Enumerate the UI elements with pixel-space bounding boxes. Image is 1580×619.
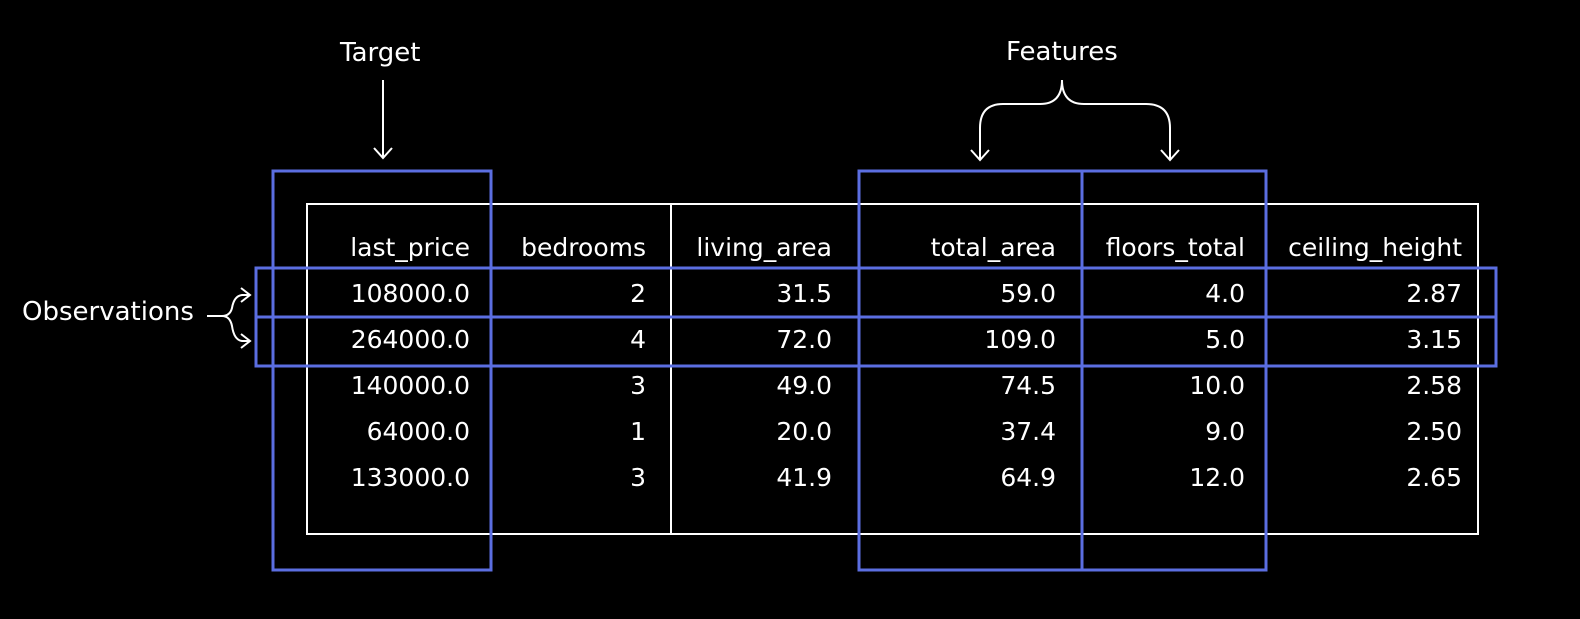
column-header: floors_total bbox=[1105, 233, 1245, 262]
table-cell: 108000.0 bbox=[350, 279, 470, 308]
column-header: bedrooms bbox=[521, 233, 646, 262]
table-cell: 10.0 bbox=[1189, 371, 1245, 400]
target-arrow bbox=[373, 80, 393, 160]
observation-highlight-box-row-2 bbox=[254, 315, 1498, 368]
table-cell: 64.9 bbox=[1000, 463, 1056, 492]
table-border bbox=[306, 203, 1479, 535]
table-cell: 109.0 bbox=[984, 325, 1056, 354]
table-cell: 2.50 bbox=[1406, 417, 1462, 446]
table-cell: 20.0 bbox=[776, 417, 832, 446]
table-cell: 2.65 bbox=[1406, 463, 1462, 492]
feature-highlight-box-floors-total bbox=[1080, 169, 1268, 572]
column-header: ceiling_height bbox=[1288, 233, 1462, 262]
table-cell: 72.0 bbox=[776, 325, 832, 354]
table-cell: 1 bbox=[630, 417, 646, 446]
table-cell: 2 bbox=[630, 279, 646, 308]
table-cell: 264000.0 bbox=[350, 325, 470, 354]
target-highlight-box bbox=[271, 169, 493, 572]
table-cell: 2.58 bbox=[1406, 371, 1462, 400]
column-header: last_price bbox=[350, 233, 470, 262]
table-cell: 64000.0 bbox=[366, 417, 470, 446]
table-cell: 3 bbox=[630, 371, 646, 400]
target-label: Target bbox=[340, 38, 421, 68]
table-cell: 4 bbox=[630, 325, 646, 354]
table-cell: 74.5 bbox=[1000, 371, 1056, 400]
column-header: living_area bbox=[696, 233, 832, 262]
features-brace-arrows bbox=[970, 79, 1180, 162]
observations-brace-arrows bbox=[207, 287, 252, 349]
table-cell: 9.0 bbox=[1205, 417, 1245, 446]
table-cell: 31.5 bbox=[776, 279, 832, 308]
observations-label: Observations bbox=[22, 297, 194, 327]
table-cell: 49.0 bbox=[776, 371, 832, 400]
table-cell: 12.0 bbox=[1189, 463, 1245, 492]
table-cell: 3 bbox=[630, 463, 646, 492]
features-label: Features bbox=[1006, 37, 1118, 67]
table-cell: 133000.0 bbox=[350, 463, 470, 492]
table-cell: 3.15 bbox=[1406, 325, 1462, 354]
table-cell: 37.4 bbox=[1000, 417, 1056, 446]
table-cell: 140000.0 bbox=[350, 371, 470, 400]
table-cell: 2.87 bbox=[1406, 279, 1462, 308]
table-cell: 5.0 bbox=[1205, 325, 1245, 354]
column-header: total_area bbox=[930, 233, 1056, 262]
table-cell: 41.9 bbox=[776, 463, 832, 492]
table-cell: 4.0 bbox=[1205, 279, 1245, 308]
table-cell: 59.0 bbox=[1000, 279, 1056, 308]
